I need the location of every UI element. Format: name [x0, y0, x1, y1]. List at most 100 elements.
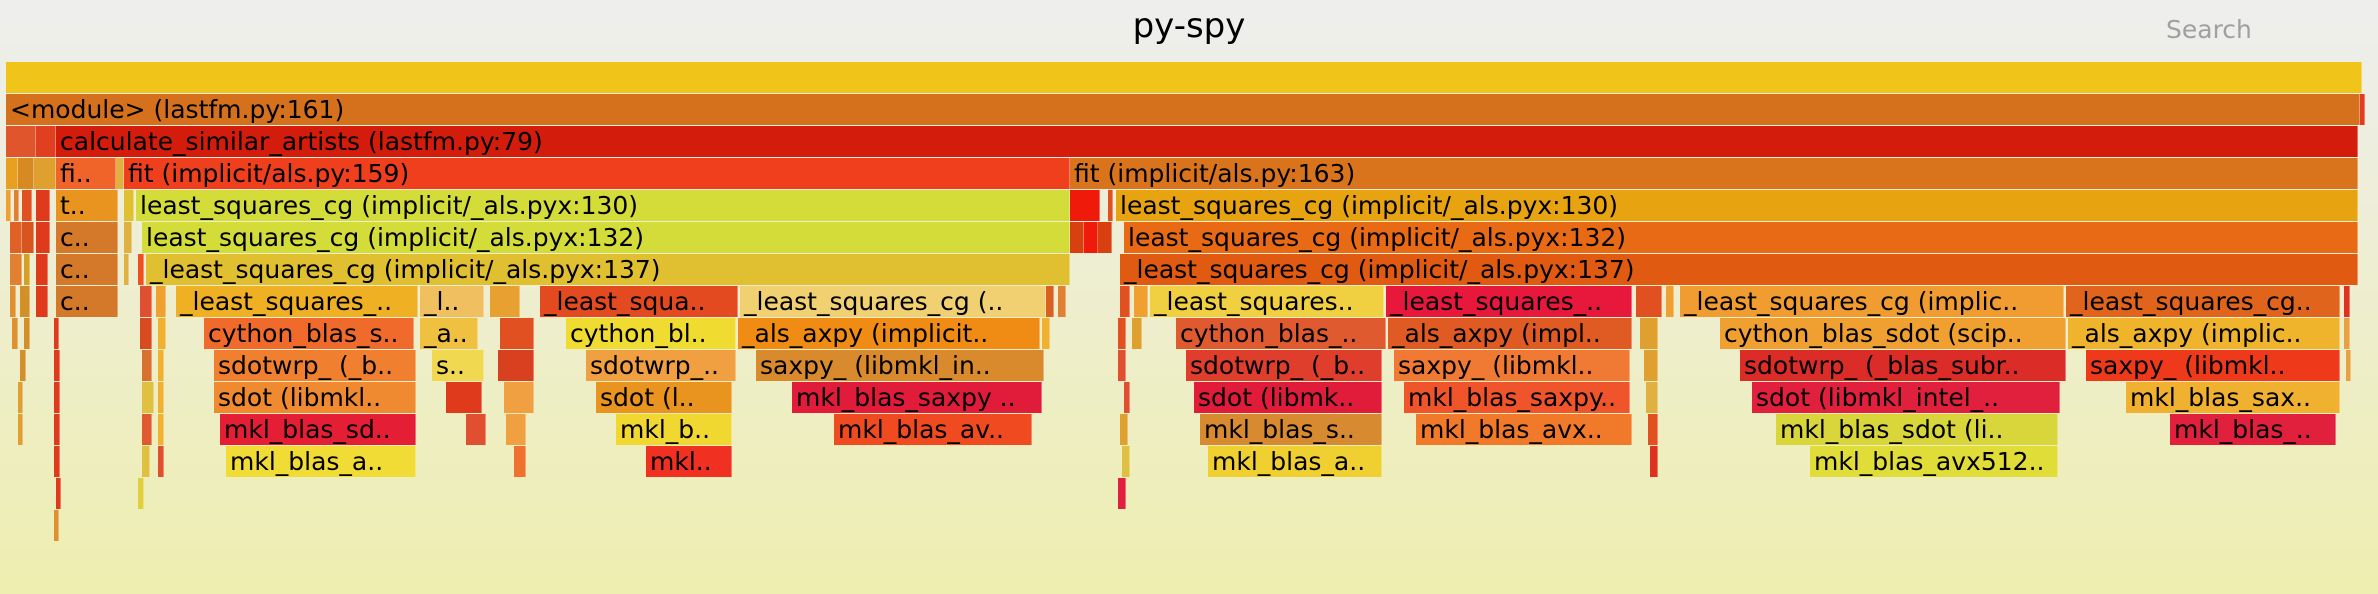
flame-frame[interactable]: sdot (libmkl_intel_..	[1752, 382, 2060, 413]
flame-frame[interactable]	[24, 318, 30, 349]
flame-frame[interactable]	[140, 318, 152, 349]
flame-frame[interactable]: least_squares_cg (implicit/_als.pyx:132)	[1124, 222, 2358, 253]
flame-frame[interactable]: mkl_blas_av..	[834, 414, 1032, 445]
flame-frame[interactable]	[2360, 94, 2365, 125]
flame-frame[interactable]	[142, 382, 154, 413]
flame-frame[interactable]	[24, 254, 30, 285]
flame-frame[interactable]	[116, 158, 124, 189]
flame-frame[interactable]	[466, 414, 486, 445]
flame-frame[interactable]: _least_squares_cg (implicit/_als.pyx:137…	[146, 254, 1070, 285]
flame-frame[interactable]: _a..	[420, 318, 478, 349]
flame-frame[interactable]: least_squares_cg (implicit/_als.pyx:130)	[136, 190, 1070, 221]
flame-frame[interactable]: c..	[56, 254, 118, 285]
flame-frame[interactable]	[10, 254, 22, 285]
flame-frame[interactable]: least_squares_cg (implicit/_als.pyx:130)	[1116, 190, 2358, 221]
flame-frame[interactable]: mkl_blas_a..	[226, 446, 416, 477]
flame-frame[interactable]: _least_squares_cg (implicit/_als.pyx:137…	[1120, 254, 2358, 285]
flame-frame[interactable]: _least_squa..	[540, 286, 738, 317]
flame-frame[interactable]	[56, 478, 61, 509]
flame-frame[interactable]: cython_blas_s..	[204, 318, 414, 349]
flame-frame[interactable]	[504, 382, 534, 413]
flame-frame[interactable]	[124, 254, 129, 285]
flame-frame[interactable]	[490, 286, 520, 317]
flame-frame[interactable]	[1648, 414, 1658, 445]
flame-frame[interactable]	[1046, 286, 1054, 317]
flame-frame[interactable]: least_squares_cg (implicit/_als.pyx:132)	[142, 222, 1070, 253]
flame-frame[interactable]	[36, 286, 48, 317]
flame-frame[interactable]: fit (implicit/als.py:163)	[1070, 158, 2358, 189]
flame-frame[interactable]: _least_squares_cg (..	[740, 286, 1046, 317]
flame-frame[interactable]	[1120, 286, 1130, 317]
flame-frame[interactable]: fit (implicit/als.py:159)	[124, 158, 1070, 189]
flame-frame[interactable]	[18, 382, 23, 413]
flame-frame[interactable]: mkl_blas_sax..	[2126, 382, 2340, 413]
flame-frame[interactable]: mkl_blas_sd..	[220, 414, 416, 445]
flame-frame[interactable]	[1666, 286, 1674, 317]
flame-frame[interactable]	[1636, 286, 1662, 317]
flame-frame[interactable]: c..	[56, 222, 118, 253]
flame-frame[interactable]	[54, 510, 59, 541]
flame-frame[interactable]	[1132, 318, 1142, 349]
flame-frame[interactable]	[1120, 414, 1128, 445]
flame-frame[interactable]	[142, 350, 152, 381]
flame-frame[interactable]	[156, 286, 166, 317]
search-button[interactable]: Search	[2166, 15, 2252, 44]
flame-frame[interactable]	[1070, 190, 1100, 221]
flame-frame[interactable]	[142, 446, 150, 477]
flame-frame[interactable]	[18, 414, 23, 445]
flame-frame[interactable]: sdot (libmkl..	[214, 382, 416, 413]
flame-frame[interactable]	[138, 254, 144, 285]
flame-frame[interactable]: _least_squares_cg (implic..	[1680, 286, 2064, 317]
flame-frame[interactable]	[1122, 446, 1130, 477]
flame-frame[interactable]: calculate_similar_artists (lastfm.py:79)	[56, 126, 2358, 157]
flame-frame[interactable]	[138, 478, 144, 509]
flame-frame[interactable]	[10, 222, 22, 253]
flame-frame[interactable]	[158, 318, 166, 349]
flame-frame[interactable]	[506, 414, 526, 445]
flame-frame[interactable]	[36, 190, 50, 221]
flame-frame[interactable]	[124, 222, 132, 253]
flame-frame[interactable]	[124, 190, 134, 221]
flame-frame[interactable]: _least_squares_cg..	[2066, 286, 2340, 317]
flame-frame[interactable]	[140, 286, 152, 317]
flame-frame[interactable]: mkl_blas_..	[2170, 414, 2336, 445]
flame-frame[interactable]	[514, 446, 526, 477]
flame-frame[interactable]	[1084, 222, 1098, 253]
flame-frame[interactable]	[158, 446, 164, 477]
flame-frame[interactable]: mkl..	[646, 446, 732, 477]
flame-frame[interactable]	[34, 158, 56, 189]
flame-frame[interactable]: mkl_blas_sdot (li..	[1776, 414, 2058, 445]
flame-frame[interactable]	[14, 190, 19, 221]
flame-frame[interactable]: _least_squares..	[1150, 286, 1384, 317]
flame-frame[interactable]	[1124, 382, 1130, 413]
flame-frame[interactable]: mkl_blas_a..	[1208, 446, 1382, 477]
flame-frame[interactable]: _l..	[420, 286, 484, 317]
flame-frame[interactable]: s..	[432, 350, 484, 381]
flame-frame[interactable]	[1108, 190, 1113, 221]
flame-frame[interactable]: mkl_blas_avx..	[1416, 414, 1632, 445]
flame-frame[interactable]	[54, 382, 60, 413]
flame-frame[interactable]: fi..	[56, 158, 116, 189]
flame-frame[interactable]	[142, 414, 152, 445]
flame-frame[interactable]	[6, 62, 2362, 93]
flame-frame[interactable]	[20, 350, 26, 381]
flame-frame[interactable]	[6, 190, 11, 221]
flame-frame[interactable]	[1070, 222, 1084, 253]
flame-frame[interactable]	[1042, 318, 1050, 349]
flame-frame[interactable]	[2346, 350, 2351, 381]
flame-frame[interactable]: saxpy_ (libmkl_in..	[756, 350, 1044, 381]
flame-frame[interactable]	[18, 158, 34, 189]
flame-frame[interactable]	[1098, 222, 1112, 253]
flame-frame[interactable]: t..	[56, 190, 118, 221]
flame-frame[interactable]	[54, 318, 59, 349]
flame-frame[interactable]: mkl_blas_saxpy ..	[792, 382, 1042, 413]
flame-frame[interactable]	[1118, 318, 1126, 349]
flame-frame[interactable]	[20, 286, 30, 317]
flame-frame[interactable]: cython_blas_sdot (scip..	[1720, 318, 2066, 349]
flame-frame[interactable]: mkl_blas_s..	[1200, 414, 1382, 445]
flame-frame[interactable]: c..	[56, 286, 118, 317]
flame-frame[interactable]: _als_axpy (implicit..	[738, 318, 1040, 349]
flame-frame[interactable]	[500, 318, 534, 349]
flame-frame[interactable]	[498, 350, 534, 381]
flame-frame[interactable]	[22, 190, 32, 221]
